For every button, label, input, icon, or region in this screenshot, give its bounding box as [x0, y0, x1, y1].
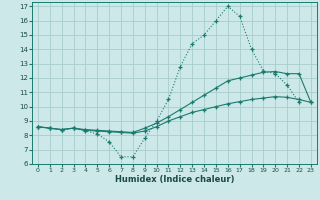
X-axis label: Humidex (Indice chaleur): Humidex (Indice chaleur) — [115, 175, 234, 184]
